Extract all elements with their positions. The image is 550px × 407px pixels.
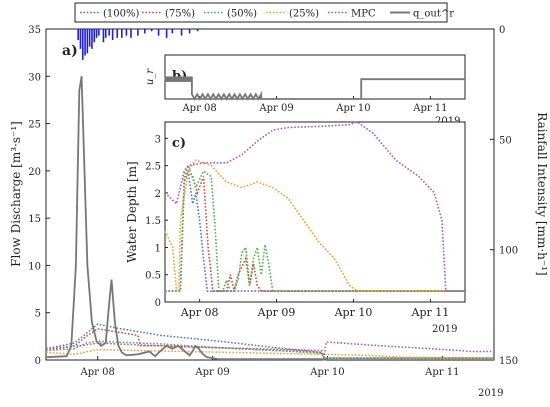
panel-b-frame (164, 54, 466, 100)
a-y2tick-label-0: 0 (499, 25, 505, 36)
a-rain-bar-23 (171, 29, 174, 34)
a-rain-bar-0 (77, 29, 79, 41)
c-ytick-label-3: 3 (155, 134, 161, 145)
a-xtick-label-apr-10: Apr 10 (309, 367, 344, 378)
a-rain-bar-21 (157, 29, 160, 36)
a-rain-bar-16 (125, 29, 128, 36)
c-ytick-label-1: 1 (155, 243, 161, 254)
c-ytick-label-2: 2 (155, 189, 161, 200)
a-rain-bar-22 (165, 29, 168, 38)
panel-b-series (164, 76, 465, 101)
c-ytick-label-2-5: 2.5 (145, 162, 161, 173)
c-xtick-label-apr-10: Apr 10 (334, 306, 373, 319)
a-rain-bar-10 (102, 29, 105, 43)
legend-label-75: (75%) (165, 9, 195, 20)
panel-a-ylabel: Flow Discharge [m³·s⁻¹] (9, 121, 23, 267)
a-y2tick-label-50: 50 (499, 135, 512, 146)
c-xtick-label-apr-08: Apr 08 (180, 306, 219, 319)
panel-a-y-ticks: 0 5 10 15 20 25 30 35 (28, 25, 50, 367)
a-rain-bar-1 (79, 29, 82, 49)
a-rain-bar-24 (180, 29, 183, 36)
legend-label-50: (50%) (227, 9, 257, 20)
b-series-mpc-control (164, 76, 465, 101)
a-ytick-label-30: 30 (28, 72, 41, 83)
c-ytick-label-1-5: 1.5 (145, 216, 161, 227)
b-xtick-label-apr-09: Apr 09 (258, 103, 293, 114)
panel-c-year-label: 2019 (432, 324, 457, 335)
legend-frame (74, 2, 448, 23)
panel-c-x-ticks: Apr 08 Apr 09 Apr 10 Apr 11 (180, 299, 450, 319)
panel-b-ylabel: u_r (145, 68, 156, 85)
a-series-mpc (45, 341, 494, 358)
panel-a-label: a) (62, 43, 78, 59)
a-rain-bar-4 (86, 29, 89, 54)
a-y2tick-label-100: 100 (499, 246, 518, 257)
c-ytick-label-0-5: 0.5 (145, 271, 161, 282)
panel-a-y2label: Rainfall Intensity [mm·h⁻¹] (535, 112, 549, 275)
legend-label-25: (25%) (289, 9, 319, 20)
a-rain-bar-12 (108, 29, 110, 36)
panel-a-year-label: 2019 (478, 388, 503, 399)
a-rain-bar-6 (91, 29, 93, 49)
a-rain-bar-3 (84, 29, 86, 56)
a-rain-bar-7 (93, 29, 96, 43)
a-rain-bar-18 (137, 29, 139, 36)
a-rain-bar-5 (88, 29, 91, 47)
a-ytick-label-35: 35 (28, 25, 41, 36)
a-rain-bar-20 (150, 29, 153, 32)
a-rain-bar-13 (111, 29, 114, 41)
a-rain-bar-25 (188, 29, 191, 34)
c-series-mpc (164, 121, 465, 292)
a-rain-bar-26 (196, 29, 199, 32)
a-ytick-label-20: 20 (28, 167, 41, 178)
c-xtick-label-apr-09: Apr 09 (257, 306, 296, 319)
panel-a: a) Flow Discharge [m³·s⁻¹] Rainfall Inte… (9, 25, 549, 399)
panel-c-series (164, 121, 465, 292)
a-series-75 (45, 328, 494, 359)
a-y2tick-label-150: 150 (499, 356, 518, 367)
legend-label-100: (100%) (103, 9, 139, 20)
c-series-75 (165, 169, 465, 292)
panel-c: c) Water Depth [m] 2019 0 0.5 1 1.5 2 2.5 3 Ap… (125, 121, 466, 335)
a-rain-bar-15 (121, 29, 123, 38)
b-xtick-label-apr-08: Apr 08 (181, 103, 216, 114)
panel-c-frame (164, 121, 466, 303)
panel-c-ylabel: Water Depth [m] (125, 161, 139, 262)
a-rain-bar-19 (143, 29, 146, 34)
a-ytick-label-0: 0 (35, 356, 41, 367)
panel-a-series (45, 29, 495, 361)
a-rain-bar-17 (130, 29, 132, 38)
legend-label-mpc: MPC (351, 9, 376, 20)
a-ytick-label-25: 25 (28, 120, 41, 131)
a-ytick-label-5: 5 (35, 309, 41, 320)
a-xtick-label-apr-08: Apr 08 (80, 367, 115, 378)
c-series-25 (164, 159, 465, 292)
a-rain-bar-8 (95, 29, 98, 38)
a-series-q-out-r (45, 76, 494, 361)
c-ytick-label-0: 0 (155, 298, 161, 309)
c-xtick-label-apr-11: Apr 11 (411, 306, 450, 319)
c-series-50 (165, 163, 465, 292)
a-rain-bar-14 (116, 29, 119, 38)
a-rain-bar-11 (104, 29, 107, 38)
a-xtick-label-apr-11: Apr 11 (424, 367, 459, 378)
panel-c-label: c) (172, 136, 186, 151)
panel-c-y-ticks: 0 0.5 1 1.5 2 2.5 3 (145, 134, 168, 309)
b-xtick-label-apr-10: Apr 10 (335, 103, 370, 114)
a-rain-bar-2 (81, 29, 84, 60)
a-ytick-label-10: 10 (28, 261, 41, 272)
legend-label-q-out-r: q_out^r (413, 9, 454, 20)
b-xtick-label-apr-11: Apr 11 (412, 103, 447, 114)
a-rain-bar-9 (98, 29, 100, 36)
a-ytick-label-15: 15 (28, 214, 41, 225)
a-xtick-label-apr-09: Apr 09 (194, 367, 229, 378)
legend: (100%) (75%) (50%) (25%) MPC q_out^r (74, 2, 454, 23)
a-series-25 (45, 348, 495, 359)
